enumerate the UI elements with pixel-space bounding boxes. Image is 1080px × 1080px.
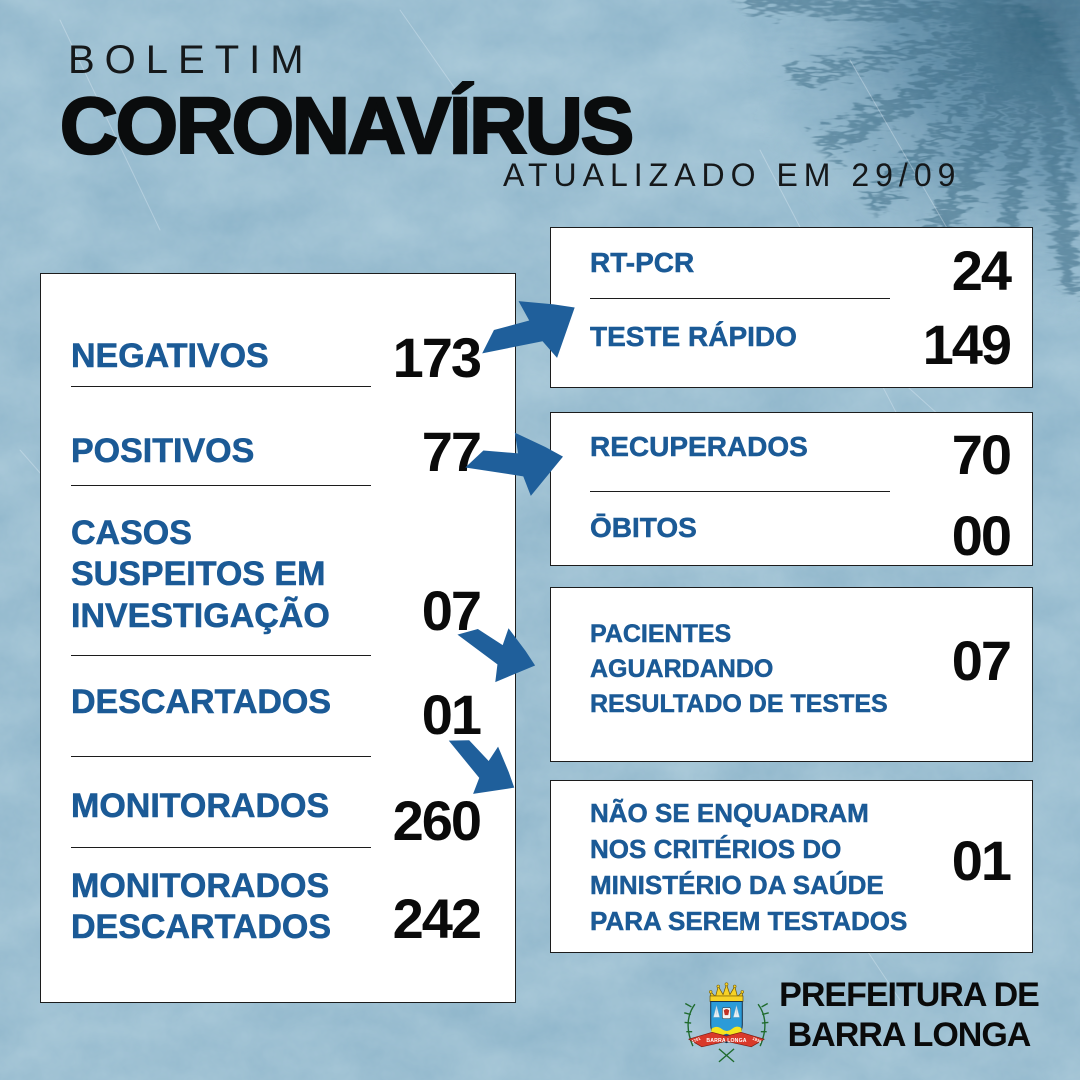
- svg-text:BARRA LONGA: BARRA LONGA: [706, 1038, 746, 1044]
